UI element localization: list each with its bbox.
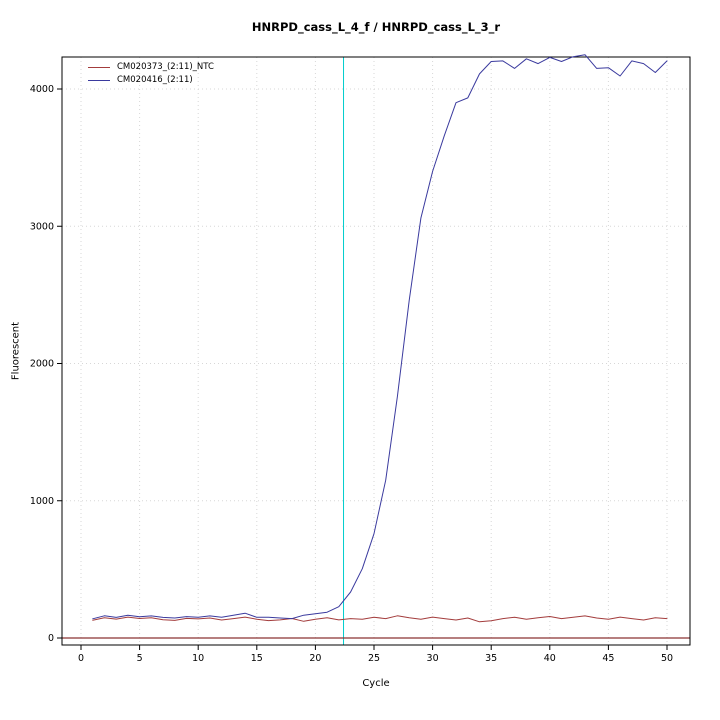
svg-text:0: 0	[78, 653, 84, 664]
svg-text:10: 10	[192, 653, 204, 664]
svg-text:2000: 2000	[30, 359, 54, 370]
legend-line-sample	[88, 80, 110, 81]
svg-text:4000: 4000	[30, 84, 54, 95]
chart-title: HNRPD_cass_L_4_f / HNRPD_cass_L_3_r	[251, 20, 501, 34]
svg-text:30: 30	[427, 653, 439, 664]
legend-item-sample: CM020416_(2:11)	[88, 75, 214, 86]
svg-text:45: 45	[602, 653, 614, 664]
legend-line-ntc	[88, 67, 110, 68]
svg-text:20: 20	[309, 653, 321, 664]
svg-text:0: 0	[48, 633, 54, 644]
svg-text:35: 35	[485, 653, 497, 664]
svg-text:3000: 3000	[30, 221, 54, 232]
svg-text:50: 50	[661, 653, 673, 664]
legend-label-sample: CM020416_(2:11)	[117, 75, 193, 85]
x-axis-label: Cycle	[362, 678, 390, 689]
svg-text:5: 5	[137, 653, 143, 664]
legend-item-ntc: CM020373_(2:11)_NTC	[88, 62, 214, 73]
legend: CM020373_(2:11)_NTC CM020416_(2:11)	[88, 62, 214, 86]
legend-label-ntc: CM020373_(2:11)_NTC	[117, 62, 214, 72]
y-axis-label: Fluorescent	[10, 321, 22, 381]
svg-text:25: 25	[368, 653, 380, 664]
svg-text:40: 40	[544, 653, 556, 664]
svg-text:15: 15	[251, 653, 263, 664]
svg-text:1000: 1000	[30, 496, 54, 507]
